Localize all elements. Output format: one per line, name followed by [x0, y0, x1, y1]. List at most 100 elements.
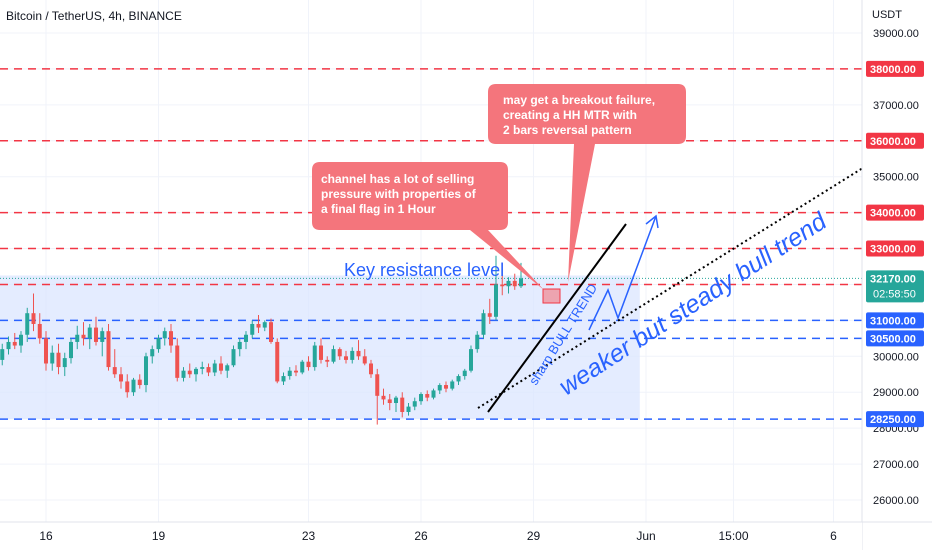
level-price-badge — [866, 330, 924, 347]
candle-body — [144, 356, 148, 386]
level-price-badge — [866, 411, 924, 428]
candle-body — [212, 363, 217, 373]
level-price-label: 31000.00 — [870, 315, 916, 327]
candle-body — [500, 284, 505, 287]
level-price-badge — [866, 240, 924, 257]
price-axis: 26000.0027000.0028000.0029000.0030000.00… — [861, 0, 932, 550]
candle-body — [281, 376, 286, 382]
candle-body — [119, 374, 123, 382]
time-tick-label: 26 — [414, 529, 428, 543]
level-price-badge — [866, 204, 924, 221]
candlesticks — [0, 255, 523, 425]
candle-body — [37, 323, 42, 339]
price-tick-label: 29000.00 — [873, 387, 919, 399]
level-price-label: 34000.00 — [870, 208, 916, 220]
projected-path-arrowhead — [645, 214, 659, 229]
time-tick-label: 23 — [302, 529, 316, 543]
price-unit-label: USDT — [872, 9, 902, 21]
channel-callout-text: pressure with properties of — [321, 187, 477, 201]
candle-body — [362, 356, 367, 364]
price-tick-label: 26000.00 — [873, 495, 919, 507]
candle-body — [231, 349, 236, 366]
candle-body — [75, 334, 80, 342]
time-tick-label: Jun — [636, 529, 655, 543]
price-tick-label: 30000.00 — [873, 351, 919, 363]
candle-body — [406, 406, 411, 412]
candle-body — [306, 361, 311, 368]
candle-body — [437, 385, 442, 391]
level-price-badge — [866, 60, 924, 77]
candle-body — [450, 381, 455, 389]
candle-body — [69, 341, 73, 359]
current-price-label: 32170.00 — [870, 273, 916, 285]
candle-body — [512, 280, 517, 287]
candle-body — [337, 349, 342, 357]
time-tick-label: 19 — [152, 529, 166, 543]
price-tick-label: 35000.00 — [873, 172, 919, 184]
time-tick-label: 29 — [527, 529, 541, 543]
candle-body — [319, 345, 323, 360]
candle-body — [244, 334, 248, 342]
time-tick-label: 6 — [830, 529, 837, 543]
candle-body — [169, 331, 173, 346]
candle-body — [162, 331, 167, 339]
symbol-title: Bitcoin / TetherUS, 4h, BINANCE — [6, 9, 182, 23]
candle-body — [219, 363, 223, 371]
breakout-callout-text: may get a breakout failure, — [503, 93, 655, 107]
candle-body — [394, 397, 398, 404]
candle-body — [62, 358, 67, 368]
level-price-label: 33000.00 — [870, 244, 916, 256]
price-tick-label: 27000.00 — [873, 459, 919, 471]
breakout-callout-text: 2 bars reversal pattern — [503, 123, 632, 137]
candle-body — [419, 394, 423, 402]
candle-body — [425, 394, 430, 398]
candle-body — [206, 367, 211, 373]
candle-body — [469, 349, 473, 371]
candle-body — [31, 313, 36, 324]
candle-body — [56, 352, 61, 368]
reversal-highlight-box — [542, 288, 561, 304]
candle-body — [187, 370, 192, 375]
candle-body — [125, 381, 130, 393]
candle-body — [19, 334, 23, 346]
candle-body — [137, 379, 142, 386]
candle-body — [94, 327, 98, 342]
candle-body — [381, 395, 386, 400]
candle-body — [112, 367, 117, 375]
bar-countdown-label: 02:58:50 — [873, 288, 916, 300]
candle-body — [275, 341, 280, 382]
candle-body — [369, 363, 373, 375]
candle-body — [194, 368, 198, 375]
candle-body — [100, 331, 105, 342]
candle-body — [262, 322, 267, 328]
projected-path-arrow — [588, 215, 657, 331]
breakout-callout-box — [488, 84, 686, 282]
candle-body — [50, 352, 55, 364]
candle-body — [256, 323, 261, 328]
candle-body — [294, 370, 298, 373]
candle-body — [25, 313, 30, 335]
candle-body — [150, 349, 155, 357]
candle-body — [312, 345, 317, 368]
channel-callout-text: a final flag in 1 Hour — [321, 202, 436, 216]
candle-body — [269, 322, 273, 342]
level-price-label: 28250.00 — [870, 414, 916, 426]
level-price-label: 36000.00 — [870, 136, 916, 148]
candle-body — [356, 350, 361, 357]
candle-body — [12, 341, 17, 346]
candle-body — [175, 345, 180, 378]
candle-body — [462, 370, 467, 377]
channel-callout-text: channel has a lot of selling — [321, 172, 474, 186]
time-axis-background — [0, 522, 862, 550]
candle-body — [412, 401, 417, 407]
horizontal-levels — [0, 68, 862, 420]
level-price-label: 30500.00 — [870, 333, 916, 345]
candle-body — [325, 359, 330, 362]
steady-trend-channel-line — [477, 165, 867, 409]
candle-body — [156, 338, 161, 350]
candle-body — [106, 331, 111, 368]
candle-body — [250, 323, 255, 335]
time-tick-label: 15:00 — [718, 529, 748, 543]
candle-body — [506, 280, 511, 287]
